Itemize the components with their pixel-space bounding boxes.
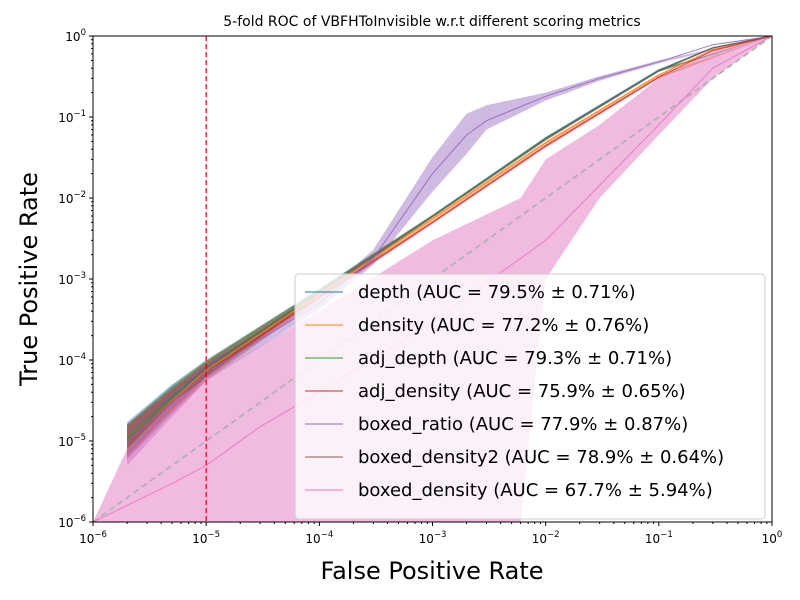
x-tick-label-5: 10−1 xyxy=(645,530,673,546)
legend-entry-1: density (AUC = 77.2% ± 0.76%) xyxy=(358,315,649,336)
chart-title: 5-fold ROC of VBFHToInvisible w.r.t diff… xyxy=(223,14,640,30)
x-axis-title: False Positive Rate xyxy=(320,557,543,585)
x-tick-label-3: 10−3 xyxy=(419,530,447,546)
x-tick-label-1: 10−5 xyxy=(192,530,220,546)
y-tick-label-2: 10−4 xyxy=(58,352,86,368)
y-axis-title: True Positive Rate xyxy=(15,172,43,387)
legend-entry-5: boxed_density2 (AUC = 78.9% ± 0.64%) xyxy=(358,447,724,468)
y-tick-label-0: 10−6 xyxy=(58,514,86,530)
legend-entry-6: boxed_density (AUC = 67.7% ± 5.94%) xyxy=(358,480,713,501)
legend: depth (AUC = 79.5% ± 0.71%) density (AUC … xyxy=(294,273,766,520)
legend-entry-3: adj_density (AUC = 75.9% ± 0.65%) xyxy=(358,381,686,402)
series-line-1 xyxy=(126,36,772,438)
x-tick-label-2: 10−4 xyxy=(305,530,333,546)
y-tick-label-3: 10−3 xyxy=(58,271,86,287)
chance-line xyxy=(93,36,772,522)
series-line-5 xyxy=(126,36,772,440)
y-tick-label-4: 10−2 xyxy=(58,190,86,206)
legend-entry-0: depth (AUC = 79.5% ± 0.71%) xyxy=(358,282,636,303)
legend-box xyxy=(294,273,766,520)
y-tick-label-6: 100 xyxy=(65,28,86,44)
y-tick-label-1: 10−5 xyxy=(58,433,86,449)
x-tick-label-6: 100 xyxy=(762,530,783,546)
legend-entry-2: adj_depth (AUC = 79.3% ± 0.71%) xyxy=(358,348,672,369)
x-tick-label-0: 10−6 xyxy=(79,530,107,546)
x-tick-label-4: 10−2 xyxy=(532,530,560,546)
legend-entry-4: boxed_ratio (AUC = 77.9% ± 0.87%) xyxy=(358,414,688,435)
y-tick-label-5: 10−1 xyxy=(58,109,86,125)
